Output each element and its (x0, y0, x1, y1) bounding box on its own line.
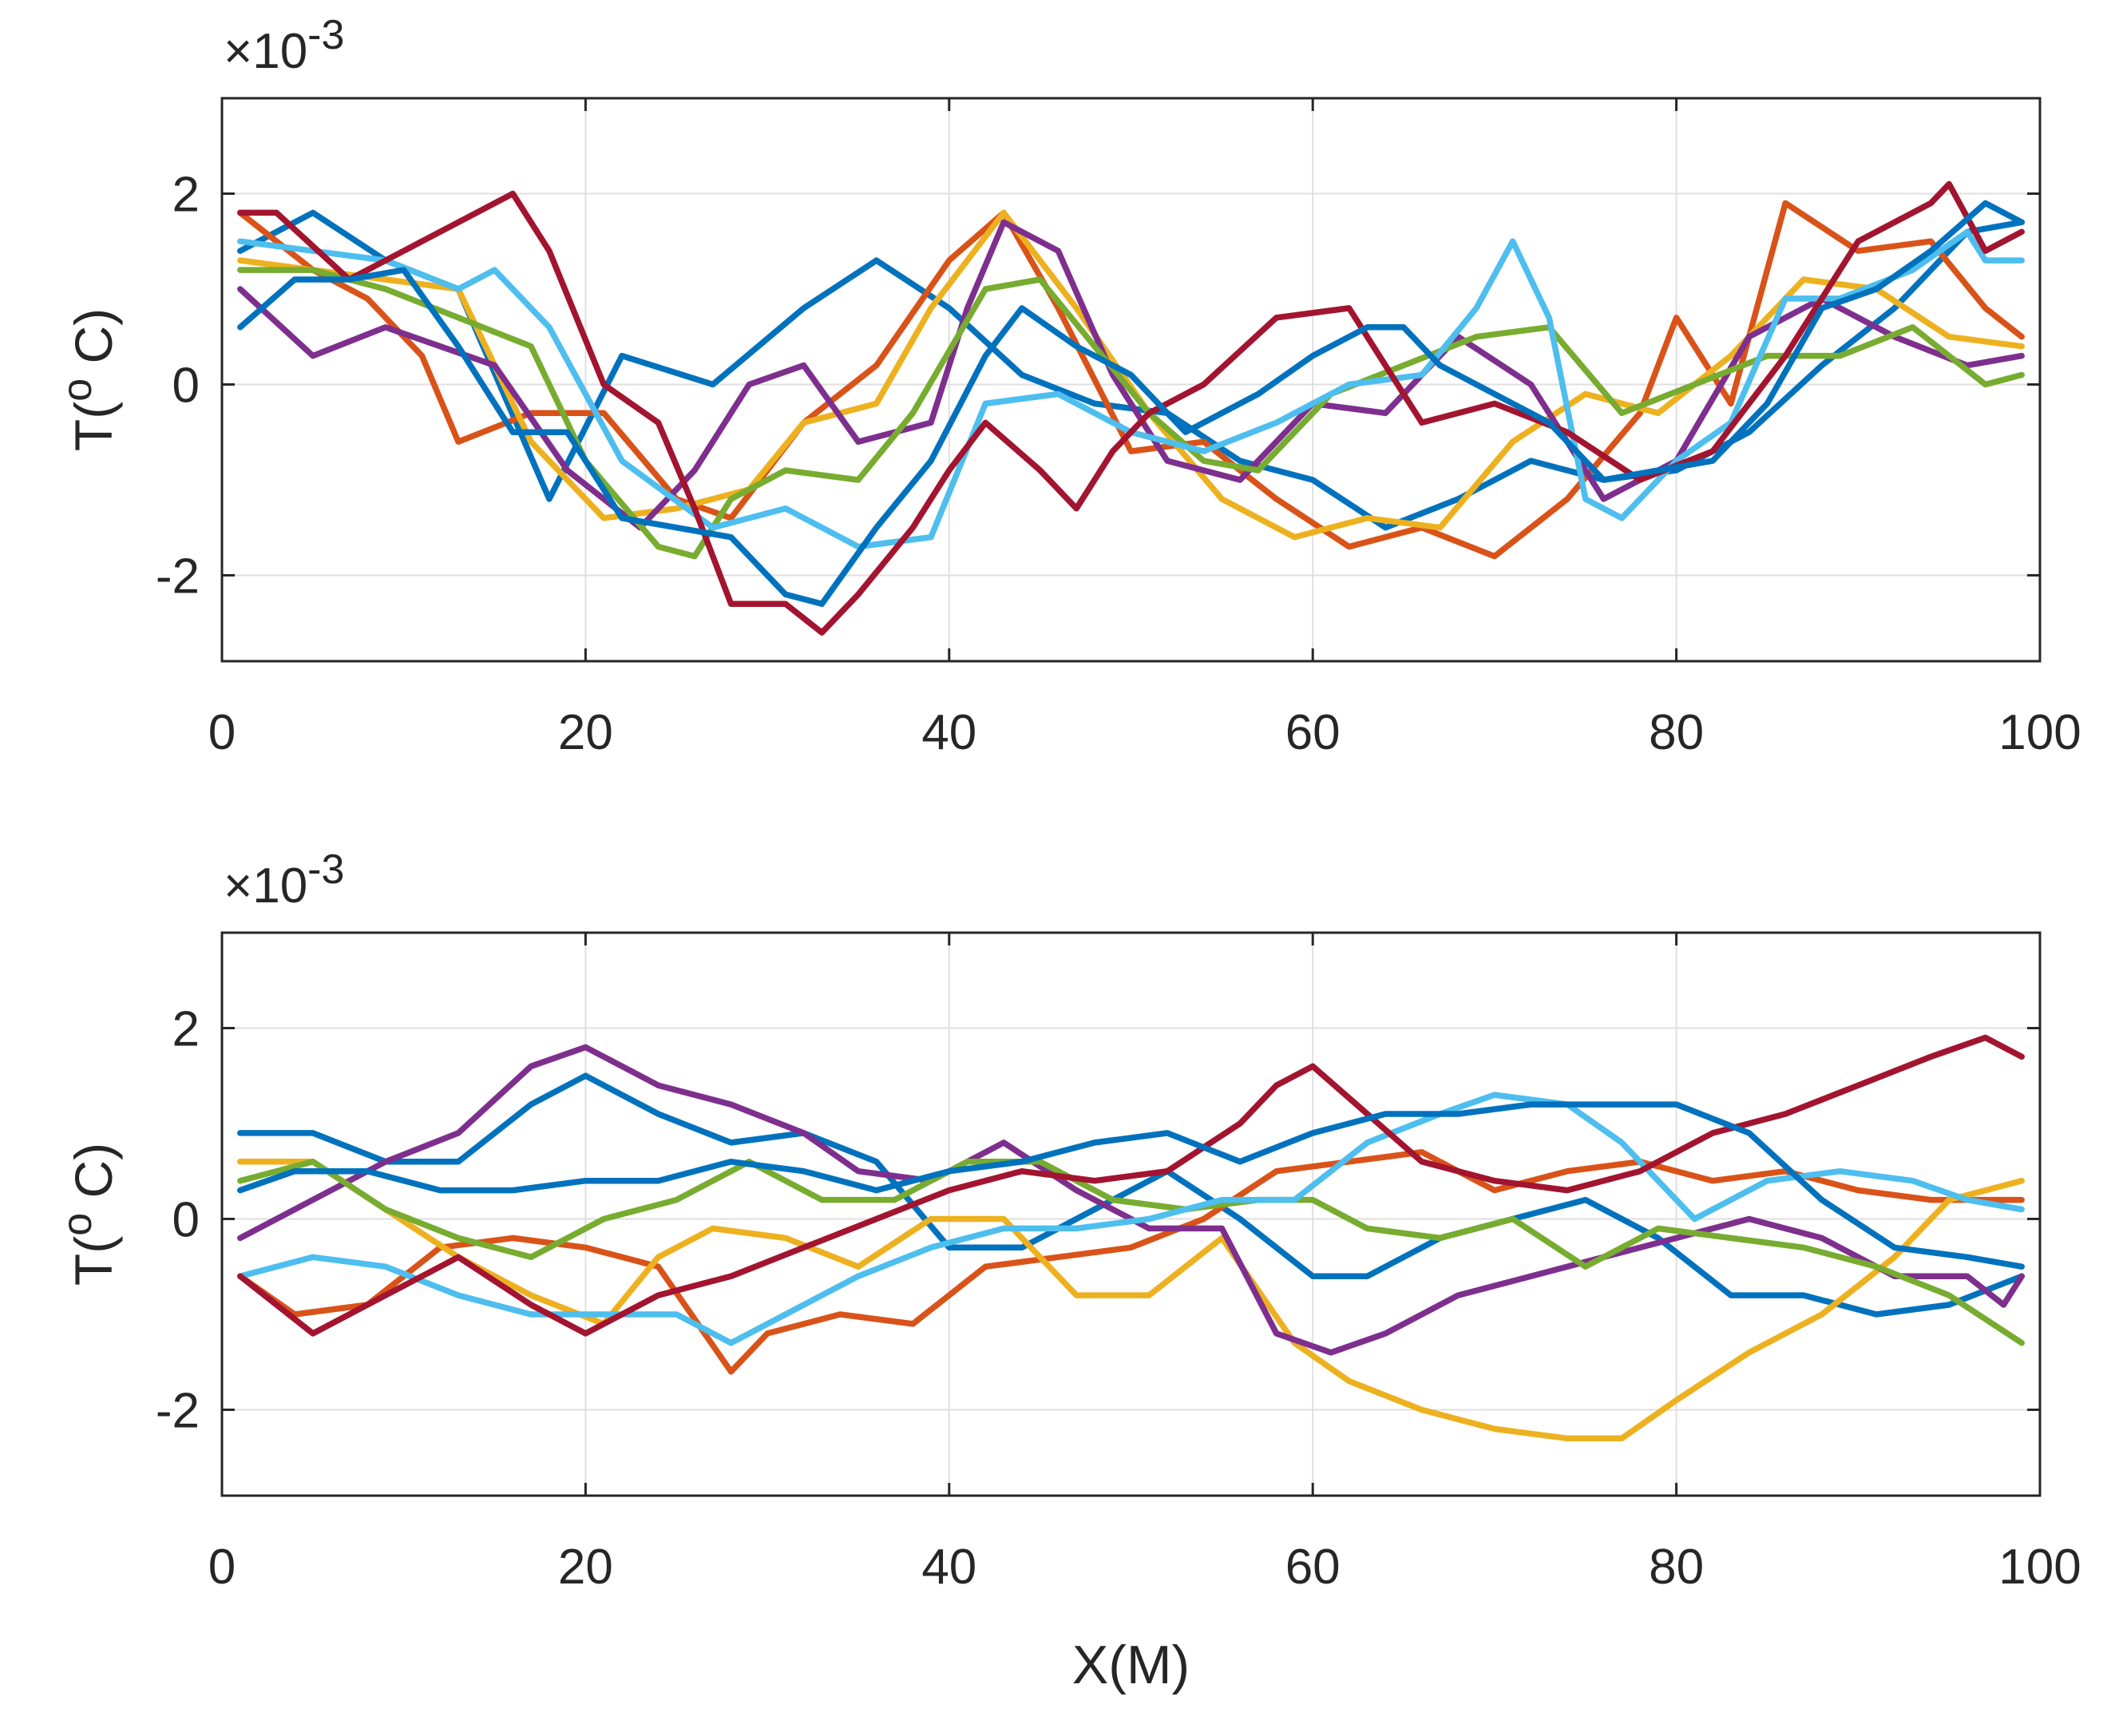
top-x-tick-label-4: 80 (1649, 705, 1704, 760)
bottom-x-tick-label-4: 80 (1649, 1540, 1704, 1595)
bottom-y-axis-label: T(o C) (54, 1143, 123, 1286)
top-y-axis-label-sup: o (54, 379, 101, 402)
top-axes-frame (220, 97, 2042, 663)
bottom-y-tick-label-0: -2 (156, 1383, 200, 1438)
bottom-line-series-5 (237, 1159, 2025, 1346)
bottom-plot-panel: 0 20 40 60 80 100 -2 0 2 T(o C) ×10-3 X(M) (54, 846, 2081, 1695)
bottom-x-tick-label-3: 60 (1285, 1540, 1341, 1595)
top-line-series-4 (237, 219, 2025, 531)
top-x-tick-label-1: 20 (558, 705, 613, 760)
bottom-axes-frame (220, 931, 2042, 1497)
top-x-tick-label-5: 100 (1998, 705, 2081, 760)
top-x-tick-label-3: 60 (1285, 705, 1341, 760)
top-y-exponent-label: ×10-3 (224, 12, 344, 79)
top-y-tick-label-0: -2 (156, 549, 200, 604)
bottom-x-tick-label-5: 100 (1998, 1540, 2081, 1595)
bottom-y-exponent-label: ×10-3 (224, 846, 344, 914)
top-y-tick-label-2: 2 (172, 167, 200, 222)
top-y-tick-label-1: 0 (172, 358, 200, 413)
top-line-series-3 (237, 209, 2025, 541)
top-x-tick-label-0: 0 (208, 705, 236, 760)
bottom-x-tick-label-2: 40 (921, 1540, 976, 1595)
bottom-line-series-3 (237, 1159, 2025, 1442)
top-series-group (237, 180, 2025, 636)
top-y-exponent-sup: -3 (307, 12, 344, 58)
bottom-y-tick-label-2: 2 (172, 1001, 200, 1056)
bottom-x-axis-label: X(M) (1072, 1635, 1190, 1695)
top-plot-panel: 0 20 40 60 80 100 -2 0 2 T(o C) ×10-3 (54, 12, 2081, 760)
bottom-y-exponent-sup: -3 (307, 846, 344, 893)
bottom-series-group (237, 1034, 2025, 1442)
bottom-y-axis-label-tail: C) (64, 1143, 123, 1213)
bottom-y-axis-label-sup: o (54, 1213, 101, 1236)
top-y-axis-label-main: T( (64, 402, 123, 451)
top-y-exponent-prefix: ×10 (224, 24, 307, 79)
bottom-tick-marks (220, 933, 2042, 1496)
bottom-line-series-7 (237, 1034, 2025, 1337)
bottom-x-tick-label-0: 0 (208, 1540, 236, 1595)
top-x-tick-labels: 0 20 40 60 80 100 (208, 705, 2081, 760)
top-line-series-6 (237, 228, 2025, 550)
top-tick-marks (220, 98, 2042, 661)
top-line-series-7 (237, 180, 2025, 636)
bottom-y-axis-label-main: T( (64, 1236, 123, 1286)
bottom-y-tick-labels: -2 0 2 (156, 1001, 200, 1438)
top-line-series-5 (237, 267, 2025, 560)
top-x-tick-label-2: 40 (921, 705, 976, 760)
bottom-line-series-8 (237, 1101, 2025, 1270)
bottom-line-series-4 (237, 1044, 2025, 1356)
top-line-series-8 (237, 200, 2025, 608)
top-y-axis-label: T(o C) (54, 308, 123, 451)
top-y-tick-labels: -2 0 2 (156, 167, 200, 604)
bottom-line-series-2 (237, 1149, 2025, 1375)
top-y-axis-label-tail: C) (64, 308, 123, 379)
bottom-line-series-1 (237, 1072, 2025, 1318)
bottom-y-exponent-prefix: ×10 (224, 858, 307, 914)
bottom-x-tick-labels: 0 20 40 60 80 100 (208, 1540, 2081, 1595)
bottom-y-tick-label-1: 0 (172, 1192, 200, 1247)
bottom-x-tick-label-1: 20 (558, 1540, 613, 1595)
